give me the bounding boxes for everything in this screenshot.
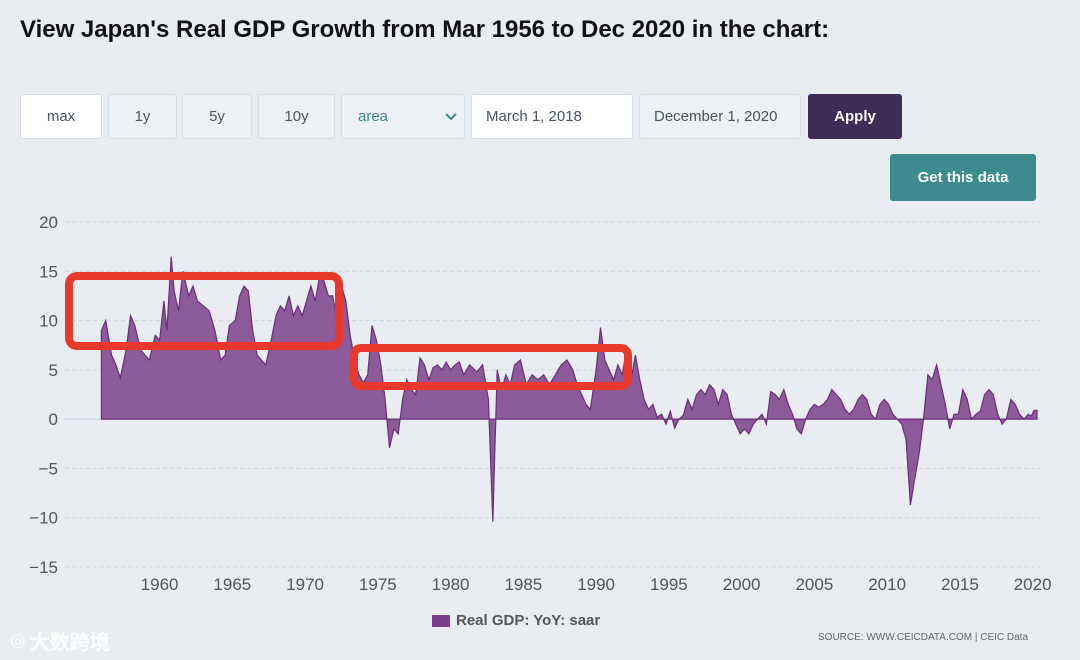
y-tick-label: −5 <box>39 459 58 478</box>
legend-swatch <box>432 614 450 627</box>
end-date-input[interactable]: December 1, 2020 <box>639 94 801 139</box>
x-tick-label: 1980 <box>432 575 470 594</box>
x-tick-label: 2005 <box>795 575 833 594</box>
x-tick-label: 2015 <box>941 575 979 594</box>
x-tick-label: 2020 <box>1014 575 1052 594</box>
chart-legend[interactable]: Real GDP: YoY: saar <box>432 612 600 629</box>
y-axis: 20 15 10 5 0 −5 −10 −15 <box>29 213 58 577</box>
chart-type-value: area <box>358 108 389 125</box>
range-1y-button[interactable]: 1y <box>108 94 177 139</box>
apply-button[interactable]: Apply <box>808 94 902 139</box>
source-note: SOURCE: WWW.CEICDATA.COM | CEIC Data <box>818 632 1029 643</box>
y-tick-label: 20 <box>39 213 58 232</box>
watermark: ◎ 大数跨境 <box>10 626 110 655</box>
highlight-box-1956-1974 <box>65 272 343 350</box>
chevron-down-icon <box>445 112 457 120</box>
start-date-input[interactable]: March 1, 2018 <box>471 94 633 139</box>
legend-label: Real GDP: YoY: saar <box>456 612 601 629</box>
page-title: View Japan's Real GDP Growth from Mar 19… <box>20 16 830 43</box>
x-tick-label: 1965 <box>213 575 251 594</box>
y-tick-label: 15 <box>39 262 58 281</box>
watermark-text: 大数跨境 <box>29 632 110 654</box>
x-tick-label: 1970 <box>286 575 324 594</box>
x-tick-label: 1990 <box>577 575 615 594</box>
range-5y-button[interactable]: 5y <box>182 94 252 139</box>
y-tick-label: 10 <box>39 312 58 331</box>
y-tick-label: 5 <box>49 361 58 380</box>
x-tick-label: 1985 <box>504 575 542 594</box>
y-tick-label: 0 <box>49 410 58 429</box>
x-tick-label: 1975 <box>359 575 397 594</box>
y-tick-label: −10 <box>29 509 58 528</box>
chart-type-select[interactable]: area <box>341 94 465 139</box>
get-data-button[interactable]: Get this data <box>890 154 1036 201</box>
highlight-box-1975-1992 <box>350 344 632 390</box>
y-tick-label: −15 <box>29 558 58 577</box>
x-tick-label: 2010 <box>868 575 906 594</box>
x-axis: 1960 1965 1970 1975 1980 1985 1990 1995 2000 2005… <box>141 575 1052 594</box>
x-tick-label: 1960 <box>141 575 179 594</box>
x-tick-label: 2000 <box>723 575 761 594</box>
logo-icon: ◎ <box>10 630 26 650</box>
x-tick-label: 1995 <box>650 575 688 594</box>
range-10y-button[interactable]: 10y <box>258 94 335 139</box>
highlight-boxes <box>65 272 632 390</box>
range-max-button[interactable]: max <box>20 94 102 139</box>
